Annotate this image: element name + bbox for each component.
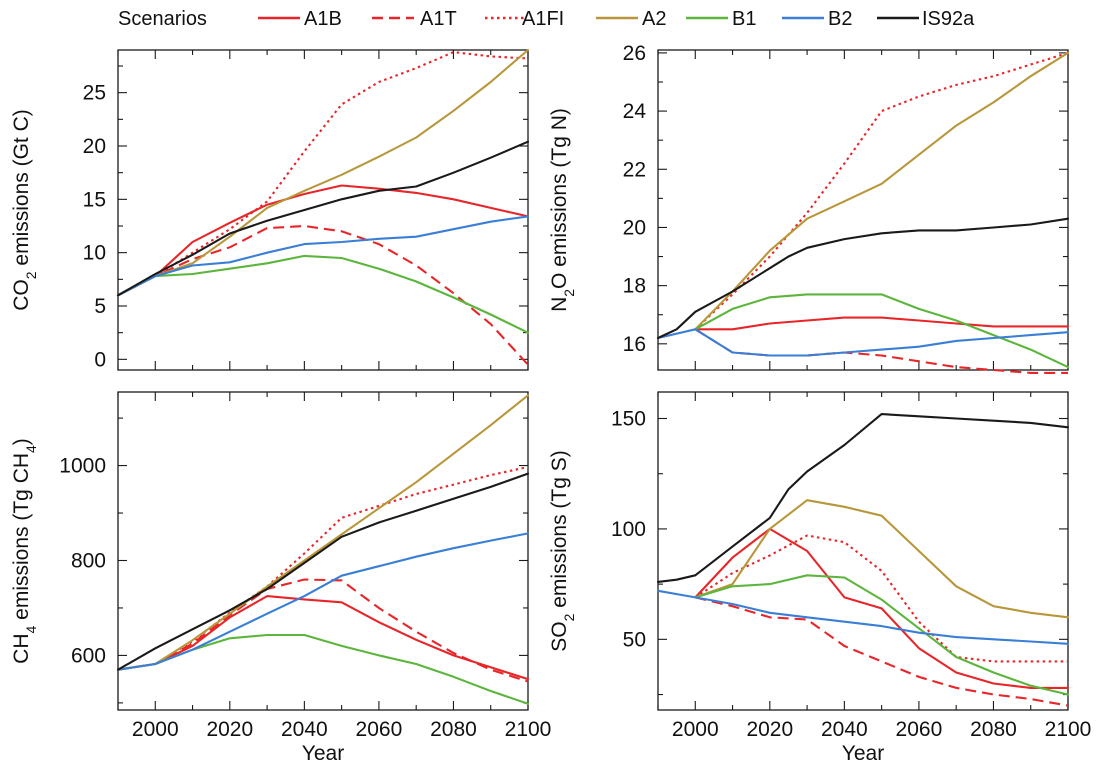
y-tick-label: 0 — [94, 348, 106, 371]
y-tick-label: 5 — [94, 295, 106, 318]
series-line-a1t — [695, 596, 1069, 707]
series-line-a1b — [694, 316, 1070, 331]
y-axis-title-part: emissions (Tg CH — [10, 453, 33, 626]
legend-label-a1fi: A1FI — [522, 8, 564, 30]
x-tick-label: 2080 — [970, 718, 1017, 741]
y-axis-title: CO2 emissions (Gt C) — [10, 109, 39, 310]
y-axis-title-part: emissions (Gt C) — [10, 109, 33, 271]
series-line-is92a — [116, 140, 530, 297]
series-line-a2 — [694, 499, 1070, 619]
plot-frame — [117, 49, 529, 371]
panel-n2o: 16 18 20 22 24 26 N2O emissions (Tg N) — [548, 42, 1070, 374]
legend-label-b2: B2 — [828, 8, 852, 30]
series-line-b1 — [694, 293, 1070, 369]
x-tick-label: 2100 — [1045, 718, 1092, 741]
y-axis-title: SO2 emissions (Tg S) — [548, 450, 577, 652]
x-axis-title: Year — [302, 742, 344, 765]
y-axis-title: CH4 emissions (Tg CH4) — [10, 438, 39, 664]
y-tick-label: 20 — [83, 135, 106, 158]
series-line-a1t — [117, 578, 529, 683]
y-axis-title-part: emissions (Tg S) — [548, 450, 571, 613]
series-line-b1 — [116, 254, 530, 334]
y-axis-title-part: SO — [548, 621, 571, 651]
series-line-b2 — [656, 589, 1070, 645]
y-tick-label: 22 — [623, 158, 646, 181]
legend-label-is92a: IS92a — [922, 8, 975, 30]
y-axis-title-part: 2 — [561, 289, 577, 297]
x-tick-label: 2020 — [746, 718, 793, 741]
x-axis-title: Year — [842, 742, 884, 765]
y-tick-label: 20 — [623, 216, 646, 239]
y-tick-label: 1000 — [59, 455, 106, 478]
series-line-a1t — [117, 224, 529, 366]
y-axis-title-part: N — [548, 297, 571, 312]
legend: Scenarios A1B A1T A1FI A2 B1 B2 IS92a — [118, 8, 975, 30]
x-tick-label: 2000 — [132, 718, 179, 741]
y-tick-label: 16 — [623, 333, 646, 356]
series-line-a1b — [116, 184, 530, 297]
series-line-a1fi — [117, 51, 529, 297]
x-tick-label: 2000 — [672, 718, 719, 741]
plot-frame — [117, 391, 529, 711]
y-axis-title-part: ) — [10, 438, 33, 445]
plot-frame — [657, 391, 1069, 711]
y-axis-title-part: 4 — [23, 445, 39, 453]
x-tick-label: 2080 — [430, 718, 477, 741]
y-axis-title-part: 2 — [23, 271, 39, 279]
x-tick-label: 2020 — [206, 718, 253, 741]
y-axis-title: N2O emissions (Tg N) — [548, 108, 577, 312]
legend-label-a1t: A1T — [420, 8, 457, 30]
series-line-is92a — [116, 472, 530, 671]
series-line-b1 — [694, 574, 1070, 696]
y-tick-label: 800 — [71, 549, 106, 572]
panel-co2: 0 5 10 15 20 25 CO2 emissions (Gt C) — [10, 48, 530, 371]
x-tick-label: 2040 — [821, 718, 868, 741]
x-tick-label: 2060 — [356, 718, 403, 741]
y-tick-label: 26 — [623, 42, 646, 65]
x-tick-label: 2100 — [505, 718, 552, 741]
series-line-a1b — [694, 527, 1070, 689]
y-axis-title-part: 2 — [561, 613, 577, 621]
x-tick-label: 2060 — [896, 718, 943, 741]
y-axis-title-part: 4 — [23, 625, 39, 633]
y-tick-label: 24 — [623, 100, 647, 123]
series-line-a1fi — [694, 51, 1069, 331]
series-line-b2 — [116, 215, 530, 297]
series-line-a1fi — [117, 465, 529, 671]
y-axis-title-part: CH — [10, 633, 33, 663]
series-line-b1 — [116, 633, 530, 705]
y-tick-label: 50 — [623, 628, 646, 651]
series-line-a2 — [694, 51, 1070, 331]
panel-so2: 2000 2020 2040 2060 2080 2100 50 100 150 SO2 emis… — [548, 391, 1092, 765]
y-axis-title-part: O emissions (Tg N) — [548, 108, 571, 289]
y-tick-label: 18 — [623, 275, 646, 298]
y-axis-title-part: CO — [10, 279, 33, 311]
legend-label-a2: A2 — [642, 8, 666, 30]
y-tick-label: 100 — [611, 518, 646, 541]
legend-label-b1: B1 — [732, 8, 756, 30]
series-line-b2 — [656, 328, 1070, 357]
series-line-b2 — [116, 532, 530, 671]
plot-frame — [657, 49, 1069, 371]
legend-label-a1b: A1B — [304, 8, 342, 30]
x-tick-label: 2040 — [281, 718, 328, 741]
y-tick-label: 150 — [611, 408, 646, 431]
y-tick-label: 600 — [71, 644, 106, 667]
series-line-a1b — [116, 595, 530, 681]
y-tick-label: 10 — [83, 242, 106, 265]
series-line-is92a — [656, 413, 1070, 583]
legend-title: Scenarios — [118, 8, 207, 30]
series-line-a2 — [116, 394, 530, 671]
series-line-a2 — [116, 48, 530, 297]
y-tick-label: 25 — [83, 82, 106, 105]
y-tick-label: 15 — [83, 188, 106, 211]
series-line-is92a — [656, 217, 1070, 340]
